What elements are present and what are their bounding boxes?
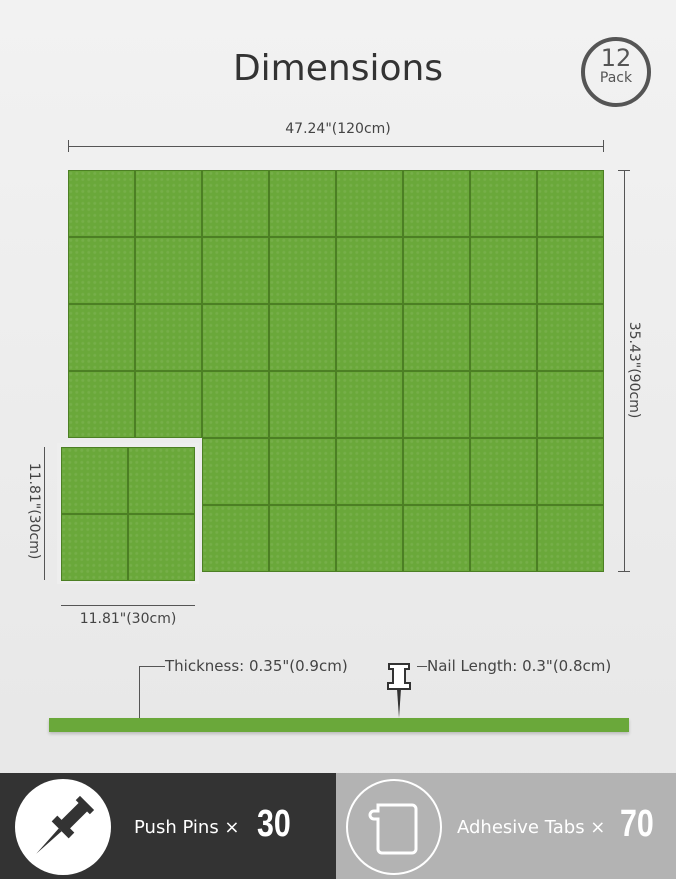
push-pin-icon [36, 795, 95, 854]
dim-tick [68, 140, 69, 152]
felt-tile [202, 505, 269, 572]
felt-tile [202, 237, 269, 304]
felt-tile [537, 304, 604, 371]
felt-tile [336, 170, 403, 237]
thickness-label: Thickness: 0.35"(0.9cm) [165, 657, 348, 675]
felt-tile [470, 170, 537, 237]
felt-tile [68, 237, 135, 304]
dim-tick [618, 170, 630, 171]
width-dimension-line [68, 146, 604, 147]
nail-leader [417, 666, 427, 667]
felt-tile [68, 304, 135, 371]
single-tile-quadrant [61, 514, 128, 581]
adhesive-tabs-label: Adhesive Tabs × [457, 817, 606, 838]
felt-tile [269, 371, 336, 438]
felt-tile [336, 304, 403, 371]
felt-tile [336, 438, 403, 505]
adhesive-tab-icon [368, 803, 418, 855]
felt-tile [403, 371, 470, 438]
single-tile-quadrant [128, 447, 195, 514]
adhesive-tab-circle [346, 779, 442, 875]
adhesive-tabs-band: Adhesive Tabs × 70 [336, 773, 676, 879]
felt-tile [68, 371, 135, 438]
felt-thickness-strip [49, 718, 629, 732]
felt-tile [537, 170, 604, 237]
felt-tile [537, 371, 604, 438]
thickness-leader [139, 666, 140, 718]
single-tile-quadrant [61, 447, 128, 514]
felt-tile [336, 505, 403, 572]
felt-tile [135, 170, 202, 237]
thickness-leader-h [139, 666, 165, 667]
felt-tile [470, 505, 537, 572]
felt-tile [68, 170, 135, 237]
felt-tile [135, 237, 202, 304]
felt-tile [202, 438, 269, 505]
felt-tile [269, 170, 336, 237]
pack-unit: Pack [599, 70, 633, 86]
felt-tile [403, 170, 470, 237]
felt-tile [403, 304, 470, 371]
felt-tile [403, 237, 470, 304]
felt-tile [470, 438, 537, 505]
adhesive-tabs-count: 70 [620, 803, 654, 845]
felt-tile [403, 438, 470, 505]
push-pin-circle [15, 779, 111, 875]
felt-tile [135, 371, 202, 438]
felt-tile [470, 237, 537, 304]
height-dimension-line [624, 170, 625, 572]
push-pins-count: 30 [257, 803, 291, 845]
felt-tile [537, 505, 604, 572]
dim-tick [618, 571, 630, 572]
tile-height-label: 11.81"(30cm) [26, 462, 42, 560]
push-pin-icon [387, 663, 411, 718]
pack-count: 12 [600, 44, 632, 72]
felt-tile [269, 237, 336, 304]
felt-tile [202, 371, 269, 438]
width-label: 47.24"(120cm) [285, 121, 391, 137]
push-pins-band: Push Pins × 30 [0, 773, 336, 879]
felt-tile [470, 371, 537, 438]
felt-tile [336, 371, 403, 438]
single-tile-quadrant [128, 514, 195, 581]
felt-tile [269, 304, 336, 371]
push-pins-label: Push Pins × [134, 817, 240, 838]
felt-tile [269, 438, 336, 505]
felt-tile [470, 304, 537, 371]
felt-tile [403, 505, 470, 572]
pack-badge: 12 Pack [581, 37, 651, 107]
felt-tile [202, 170, 269, 237]
felt-tile [537, 438, 604, 505]
height-label: 35.43"(90cm) [626, 321, 642, 419]
felt-tile [336, 237, 403, 304]
felt-tile [135, 304, 202, 371]
tile-width-label: 11.81"(30cm) [79, 611, 177, 627]
felt-tile [537, 237, 604, 304]
felt-tile [202, 304, 269, 371]
tile-width-line [61, 605, 195, 606]
page-title: Dimensions [232, 48, 444, 89]
felt-tile [269, 505, 336, 572]
tile-height-line [44, 447, 45, 580]
dim-tick [603, 140, 604, 152]
nail-length-label: Nail Length: 0.3"(0.8cm) [427, 657, 612, 675]
